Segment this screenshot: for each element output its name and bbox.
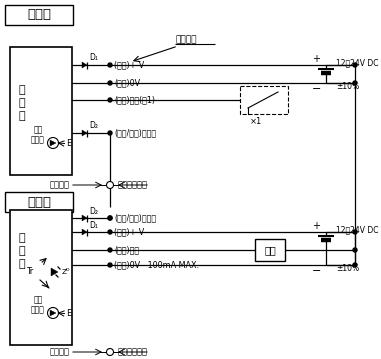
Polygon shape	[82, 215, 87, 221]
Text: (黑色)输出: (黑色)输出	[114, 246, 139, 255]
Text: 内部电路: 内部电路	[50, 181, 70, 190]
Text: (橙色/紫色)同步线: (橙色/紫色)同步线	[114, 129, 156, 137]
Circle shape	[353, 230, 357, 234]
Text: ±10%: ±10%	[336, 82, 359, 91]
Text: (蓝色)0V   100mA MAX.: (蓝色)0V 100mA MAX.	[114, 261, 199, 270]
Text: 电: 电	[19, 246, 25, 256]
Text: D₂: D₂	[89, 206, 98, 215]
Text: (粉色)输入(泡1): (粉色)输入(泡1)	[114, 95, 155, 104]
Text: D₂: D₂	[89, 121, 98, 131]
Circle shape	[108, 216, 112, 220]
Text: 12～24V DC: 12～24V DC	[336, 58, 378, 67]
FancyBboxPatch shape	[5, 192, 73, 212]
Circle shape	[108, 263, 112, 267]
Text: (橙色/紫色)同步线: (橙色/紫色)同步线	[114, 214, 156, 223]
Text: +: +	[312, 221, 320, 231]
Circle shape	[108, 216, 112, 220]
Circle shape	[107, 182, 114, 188]
Circle shape	[108, 131, 112, 135]
Circle shape	[108, 98, 112, 102]
Circle shape	[108, 63, 112, 67]
Text: 作业: 作业	[34, 126, 43, 135]
Text: Tr: Tr	[26, 267, 33, 276]
Text: E: E	[66, 139, 71, 148]
Text: (蓝色)0V: (蓝色)0V	[114, 79, 140, 88]
Text: 路: 路	[19, 259, 25, 269]
Circle shape	[353, 248, 357, 252]
Text: −: −	[312, 84, 322, 94]
Text: 路: 路	[19, 111, 25, 121]
Circle shape	[108, 81, 112, 85]
Bar	[240, 86, 288, 114]
Circle shape	[353, 63, 357, 67]
Text: 投光器: 投光器	[27, 9, 51, 22]
Text: 作业: 作业	[34, 295, 43, 304]
Text: −: −	[312, 266, 322, 276]
Text: +: +	[312, 54, 320, 64]
Text: 导线颜色: 导线颜色	[175, 36, 197, 45]
Text: Zᴰ: Zᴰ	[62, 269, 70, 275]
Polygon shape	[51, 268, 58, 276]
Circle shape	[353, 81, 357, 85]
Text: 外部连接示例: 外部连接示例	[118, 348, 148, 356]
Polygon shape	[50, 310, 56, 316]
Text: 电: 电	[19, 98, 25, 108]
Text: 外部连接示例: 外部连接示例	[118, 181, 148, 190]
Bar	[255, 239, 285, 261]
Polygon shape	[50, 140, 56, 146]
Text: 主: 主	[19, 85, 25, 95]
Text: 12～24V DC: 12～24V DC	[336, 225, 378, 234]
Bar	[10, 47, 72, 175]
Text: 负载: 负载	[264, 245, 276, 255]
Circle shape	[108, 248, 112, 252]
Bar	[10, 210, 72, 345]
Text: D₁: D₁	[89, 220, 98, 229]
Text: ±10%: ±10%	[336, 264, 359, 273]
Text: ×1: ×1	[250, 117, 262, 126]
Circle shape	[353, 263, 357, 267]
Polygon shape	[82, 130, 87, 136]
Polygon shape	[82, 62, 87, 68]
Text: 受光器: 受光器	[27, 196, 51, 209]
Text: 指示灯: 指示灯	[31, 135, 45, 145]
Circle shape	[108, 230, 112, 234]
Text: E: E	[66, 308, 71, 317]
Text: 指示灯: 指示灯	[31, 306, 45, 314]
Circle shape	[107, 349, 114, 355]
Text: D₁: D₁	[89, 53, 98, 62]
Text: (褐色)+ V: (褐色)+ V	[114, 61, 144, 70]
Text: 内部电路: 内部电路	[50, 348, 70, 356]
Polygon shape	[82, 229, 87, 235]
Text: 主: 主	[19, 233, 25, 243]
Text: (褐色)+ V: (褐色)+ V	[114, 228, 144, 237]
FancyBboxPatch shape	[5, 5, 73, 25]
